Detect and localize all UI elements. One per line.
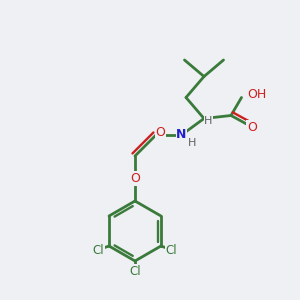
Text: Cl: Cl <box>166 244 177 257</box>
Text: H: H <box>204 116 213 127</box>
Text: N: N <box>176 128 187 142</box>
Text: OH: OH <box>248 88 267 101</box>
Text: O: O <box>156 126 165 139</box>
Text: Cl: Cl <box>93 244 104 257</box>
Text: O: O <box>247 121 257 134</box>
Text: H: H <box>188 137 196 148</box>
Text: Cl: Cl <box>129 265 141 278</box>
Text: O: O <box>130 172 140 185</box>
